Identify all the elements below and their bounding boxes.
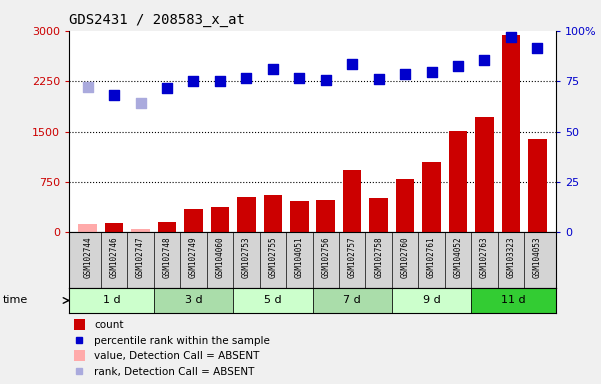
Bar [392,288,471,313]
Text: 3 d: 3 d [185,295,203,306]
Text: GSM104060: GSM104060 [215,237,224,278]
Text: value, Detection Call = ABSENT: value, Detection Call = ABSENT [94,351,260,361]
Point [480,56,489,63]
Text: GSM102757: GSM102757 [348,237,357,278]
Text: GSM104051: GSM104051 [295,237,304,278]
Point [427,69,436,75]
Bar [317,200,335,232]
Text: GSM102744: GSM102744 [83,237,92,278]
Bar [78,223,97,232]
Bar [396,179,414,232]
Bar [184,210,203,232]
Text: GSM102763: GSM102763 [480,237,489,278]
Point [136,100,145,106]
Bar [502,35,520,232]
Point [268,66,278,72]
Point [347,61,357,67]
Bar [233,288,313,313]
Point [109,91,119,98]
Point [400,71,410,78]
Bar [290,201,308,232]
Text: 7 d: 7 d [343,295,361,306]
Bar [475,117,494,232]
Bar [237,197,255,232]
Bar [370,198,388,232]
Text: time: time [3,295,28,306]
Bar [157,222,176,232]
Text: 5 d: 5 d [264,295,282,306]
Bar [74,350,85,361]
Text: GDS2431 / 208583_x_at: GDS2431 / 208583_x_at [69,13,245,27]
Text: GSM102760: GSM102760 [401,237,410,278]
Text: 1 d: 1 d [103,295,120,306]
Bar [528,139,547,232]
Bar [74,319,85,330]
Text: GSM102753: GSM102753 [242,237,251,278]
Point [453,63,463,70]
Text: GSM102755: GSM102755 [268,237,277,278]
Bar [423,162,441,232]
Point [242,74,251,81]
Text: GSM102756: GSM102756 [322,237,330,278]
Text: percentile rank within the sample: percentile rank within the sample [94,336,270,346]
Text: GSM102747: GSM102747 [136,237,145,278]
Bar [69,288,154,313]
Bar [264,195,282,232]
Text: GSM104052: GSM104052 [454,237,463,278]
Text: GSM103323: GSM103323 [507,237,516,278]
Point [532,45,542,51]
Bar [154,288,233,313]
Bar [105,223,123,232]
Bar [313,288,392,313]
Point [506,34,516,40]
Point [374,76,383,82]
Bar [449,131,468,232]
Text: rank, Detection Call = ABSENT: rank, Detection Call = ABSENT [94,367,255,377]
Point [215,78,225,84]
Text: GSM102748: GSM102748 [162,237,171,278]
Point [321,77,331,83]
Point [162,85,172,91]
Point [83,84,93,90]
Text: count: count [94,320,124,330]
Text: GSM102746: GSM102746 [109,237,118,278]
Point [189,78,198,84]
Bar [471,288,556,313]
Text: 11 d: 11 d [501,295,526,306]
Text: GSM104053: GSM104053 [533,237,542,278]
Text: 9 d: 9 d [423,295,441,306]
Text: GSM102749: GSM102749 [189,237,198,278]
Bar [131,229,150,232]
Text: GSM102758: GSM102758 [374,237,383,278]
Bar [343,170,361,232]
Bar [211,207,229,232]
Point [294,74,304,81]
Text: GSM102761: GSM102761 [427,237,436,278]
